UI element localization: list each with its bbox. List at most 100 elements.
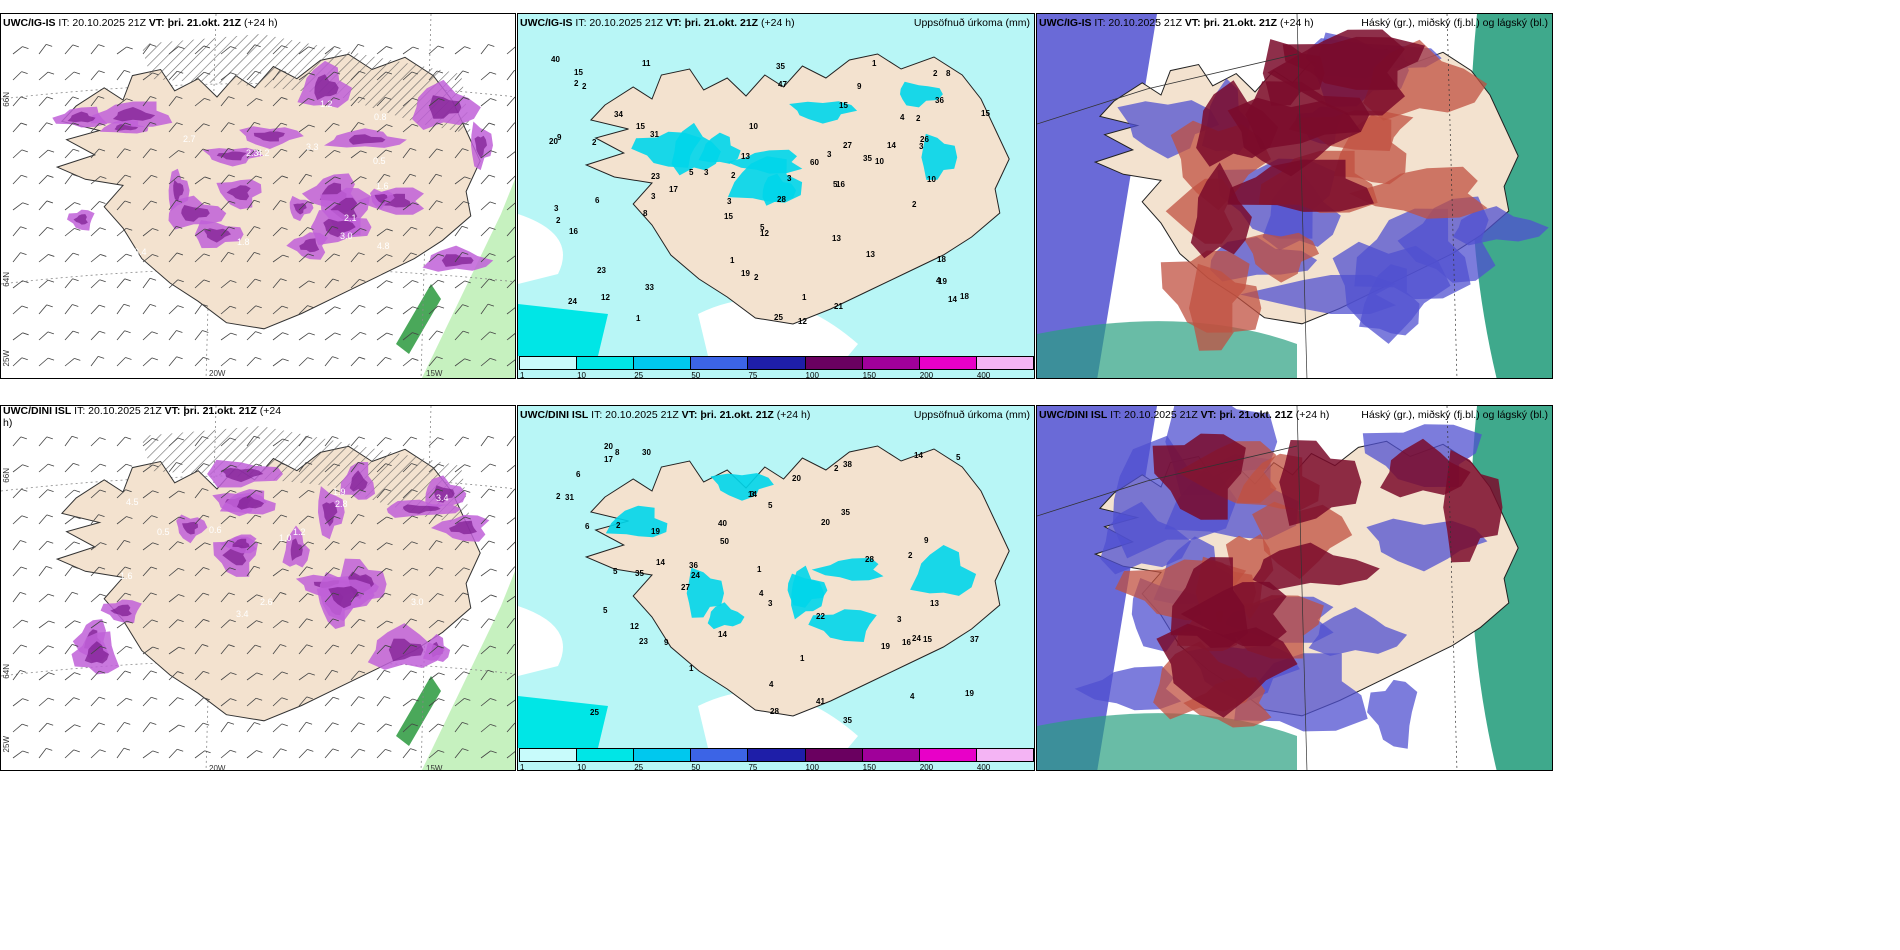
wind-barb <box>272 620 289 629</box>
lon-label-25w: 25W <box>2 736 11 753</box>
wind-barb <box>454 97 470 107</box>
wind-barb <box>402 71 419 81</box>
precip-value-label: 2 <box>582 82 587 91</box>
wind-barb <box>298 72 315 81</box>
wind-barb <box>298 357 314 367</box>
wind-barb <box>324 278 339 289</box>
precip-value-label: 3 <box>750 490 755 499</box>
wind-barb <box>64 566 79 577</box>
wind-barb <box>116 46 133 55</box>
wind-barb <box>454 698 471 707</box>
cloud-area-green <box>1037 713 1297 770</box>
wind-barb <box>376 124 393 133</box>
wind-barb <box>220 226 235 237</box>
wind-barb <box>142 542 159 551</box>
precip-core <box>253 131 285 142</box>
wind-barb <box>194 436 209 447</box>
wind-barb <box>90 254 107 263</box>
wind-barb <box>350 252 365 263</box>
precip-value-label: 3.4 <box>236 609 249 619</box>
precip-value-label: 5 <box>603 606 608 615</box>
wind-barb <box>324 748 339 759</box>
precip-core <box>330 197 358 222</box>
wind-barb <box>12 226 27 237</box>
precip-value-label: 14 <box>887 141 896 150</box>
map-canvas <box>1037 406 1552 770</box>
precip-value-label: 25 <box>774 313 783 322</box>
wind-barb <box>38 672 55 681</box>
wind-barb <box>428 305 445 315</box>
wind-barb <box>402 148 417 159</box>
wind-barb <box>220 721 235 733</box>
precip-core <box>299 238 320 253</box>
wind-barb <box>428 698 445 707</box>
wind-barb <box>194 330 209 341</box>
wind-barb <box>480 594 497 603</box>
mid-cloud-area <box>1349 166 1488 219</box>
wind-barb <box>376 280 393 289</box>
wind-barb <box>194 567 210 577</box>
wind-barb <box>142 122 157 133</box>
wind-barb <box>12 149 28 159</box>
precip-value-label: 1 <box>802 293 807 302</box>
low-cloud-area <box>1100 501 1192 575</box>
wind-barb <box>116 148 131 159</box>
wind-barb <box>506 464 515 473</box>
wind-barb <box>506 279 515 289</box>
wind-barb <box>480 463 497 473</box>
precip-value-label: 23 <box>597 266 606 275</box>
legend-tick-label: 50 <box>691 763 701 771</box>
wind-barb <box>64 620 81 629</box>
boundary-line <box>1037 445 1298 517</box>
wind-barb <box>506 202 515 211</box>
wind-barb <box>480 435 495 447</box>
wind-barb <box>350 150 367 159</box>
wind-barb <box>194 619 210 629</box>
wind-barb <box>116 174 132 185</box>
wind-barb <box>246 489 263 499</box>
wind-barb <box>220 515 237 525</box>
wind-barb <box>350 176 367 185</box>
legend-tick-label: 200 <box>919 371 934 379</box>
wind-barb <box>90 722 105 733</box>
lat-label-66n: 66N <box>2 92 11 107</box>
wind-barb <box>454 201 470 211</box>
wind-barb <box>454 330 470 341</box>
wind-barb <box>402 46 419 55</box>
precip-value-label: 12 <box>601 293 610 302</box>
wind-barb <box>324 592 340 603</box>
precip-value-label: 23 <box>639 637 648 646</box>
hatched-region <box>141 426 471 526</box>
wind-barb <box>298 461 313 473</box>
low-cloud-area <box>1354 208 1471 300</box>
wind-barb <box>38 122 53 133</box>
wind-barb <box>506 751 515 759</box>
precip-core <box>474 135 487 159</box>
wind-barb <box>194 253 210 263</box>
wind-barb <box>116 200 132 211</box>
wind-barb <box>12 96 27 107</box>
precip-value-label: 4 <box>910 692 915 701</box>
precip-value-label: 1 <box>689 664 694 673</box>
precip-value-label: 22 <box>816 612 825 621</box>
wind-barb <box>12 357 28 367</box>
precip-value-label: 9 <box>664 638 669 647</box>
wind-barb <box>116 463 133 473</box>
wind-barb <box>246 722 261 733</box>
precip-value-label: 6 <box>585 522 590 531</box>
precip-value-label: 23 <box>651 172 660 181</box>
precip-value-label: 28 <box>770 707 779 716</box>
wind-barb <box>402 252 417 263</box>
wind-barb <box>168 356 183 367</box>
precip-value-label: 5 <box>689 168 694 177</box>
wind-barb <box>38 540 54 551</box>
wind-barb <box>90 176 107 185</box>
wind-barb <box>142 750 159 759</box>
latitude-line <box>1 660 515 677</box>
wind-barb <box>64 516 81 525</box>
wind-barb <box>324 516 341 525</box>
panel-title: UWC/IG-IS IT: 20.10.2025 21Z VT: þri. 21… <box>1039 17 1314 29</box>
wind-barb <box>38 331 55 341</box>
wind-barb <box>12 723 29 733</box>
lat-label-64n: 64N <box>2 664 11 679</box>
